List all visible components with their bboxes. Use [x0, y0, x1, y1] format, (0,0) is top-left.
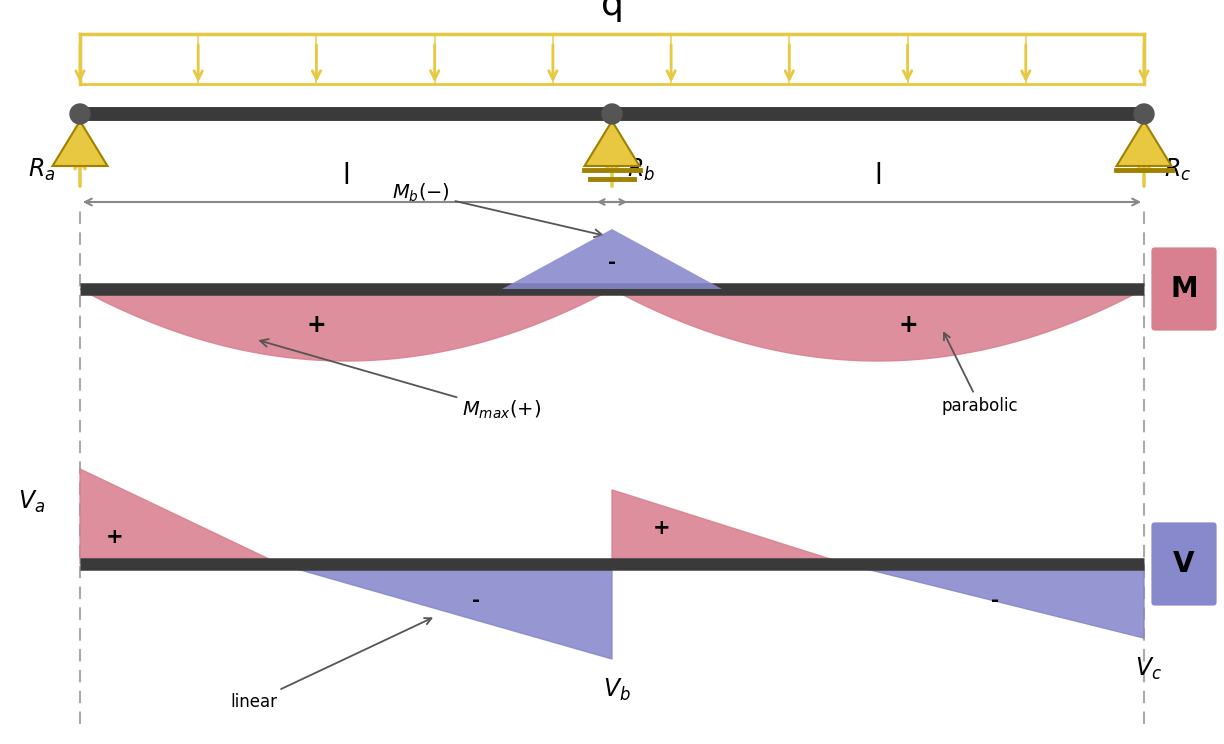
Text: $V_c$: $V_c$: [1136, 656, 1163, 682]
Circle shape: [602, 104, 622, 124]
FancyBboxPatch shape: [1151, 521, 1218, 607]
Polygon shape: [846, 564, 1144, 638]
Text: l: l: [874, 162, 881, 190]
Text: M: M: [1170, 275, 1198, 303]
Text: V: V: [1174, 550, 1195, 578]
Polygon shape: [1116, 121, 1171, 166]
Text: $M_{max}(+)$: $M_{max}(+)$: [261, 339, 541, 421]
Text: linear: linear: [230, 618, 431, 711]
Polygon shape: [502, 229, 722, 289]
Text: +: +: [898, 313, 918, 337]
Text: parabolic: parabolic: [941, 333, 1018, 415]
Polygon shape: [612, 289, 1144, 361]
Polygon shape: [279, 564, 612, 659]
Polygon shape: [612, 490, 846, 564]
Circle shape: [70, 104, 91, 124]
Circle shape: [1133, 104, 1154, 124]
Text: q: q: [601, 0, 623, 22]
Text: -: -: [608, 252, 616, 272]
Polygon shape: [585, 121, 639, 166]
Text: $M_b(-)$: $M_b(-)$: [392, 182, 602, 237]
Polygon shape: [80, 469, 279, 564]
Text: -: -: [991, 591, 999, 609]
Polygon shape: [80, 289, 612, 361]
Text: $R_a$: $R_a$: [28, 157, 55, 183]
Text: +: +: [306, 313, 326, 337]
Text: l: l: [343, 162, 350, 190]
Polygon shape: [53, 121, 108, 166]
Text: $V_b$: $V_b$: [603, 677, 630, 703]
Text: -: -: [471, 591, 480, 609]
Text: $R_b$: $R_b$: [627, 157, 655, 183]
Text: $V_a$: $V_a$: [18, 489, 45, 516]
FancyBboxPatch shape: [1151, 246, 1218, 332]
Text: $R_c$: $R_c$: [1164, 157, 1191, 183]
Text: +: +: [654, 518, 671, 538]
Text: +: +: [106, 527, 124, 548]
